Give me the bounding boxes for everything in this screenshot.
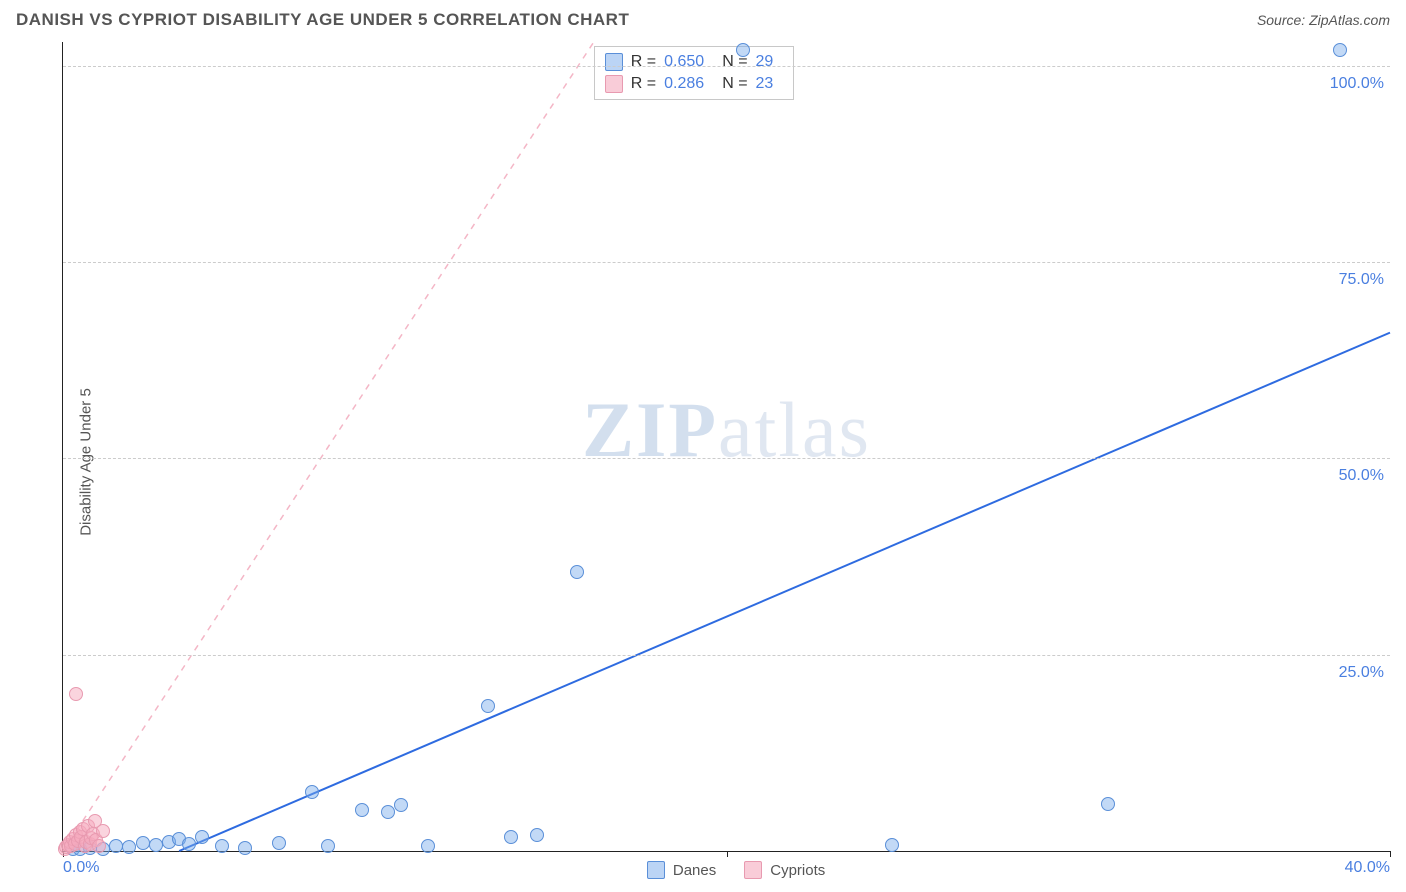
legend-swatch-cypriots: [744, 861, 762, 879]
data-point: [272, 836, 286, 850]
data-point: [136, 836, 150, 850]
chart-source: Source: ZipAtlas.com: [1257, 12, 1390, 28]
data-point: [321, 839, 335, 853]
data-point: [421, 839, 435, 853]
data-point: [570, 565, 584, 579]
legend-label-cypriots: Cypriots: [770, 862, 825, 879]
data-point: [92, 839, 106, 853]
y-tick-label: 75.0%: [1339, 271, 1384, 289]
trend-line: [63, 42, 594, 851]
data-point: [149, 838, 163, 852]
data-point: [305, 785, 319, 799]
stat-r-label: R =: [631, 53, 656, 71]
x-tick-mark: [1390, 851, 1391, 857]
data-point: [736, 43, 750, 57]
data-point: [394, 798, 408, 812]
data-point: [182, 837, 196, 851]
gridline: [63, 66, 1390, 67]
gridline: [63, 458, 1390, 459]
chart-header: DANISH VS CYPRIOT DISABILITY AGE UNDER 5…: [0, 0, 1406, 38]
legend-item-cypriots: Cypriots: [744, 861, 825, 879]
stat-r-cypriots: 0.286: [664, 75, 704, 93]
chart-title: DANISH VS CYPRIOT DISABILITY AGE UNDER 5…: [16, 10, 629, 30]
chart-container: Disability Age Under 5 ZIPatlas R = 0.65…: [16, 42, 1390, 882]
legend: Danes Cypriots: [647, 861, 825, 879]
stat-n-label: N =: [722, 75, 747, 93]
stat-n-cypriots: 23: [756, 75, 774, 93]
trend-lines: [63, 42, 1390, 851]
data-point: [381, 805, 395, 819]
y-tick-label: 100.0%: [1330, 75, 1384, 93]
stat-n-danes: 29: [756, 53, 774, 71]
data-point: [885, 838, 899, 852]
data-point: [1101, 797, 1115, 811]
data-point: [530, 828, 544, 842]
data-point: [109, 839, 123, 853]
data-point: [481, 699, 495, 713]
data-point: [122, 840, 136, 854]
data-point: [355, 803, 369, 817]
y-tick-label: 50.0%: [1339, 467, 1384, 485]
stat-r-label: R =: [631, 75, 656, 93]
data-point: [195, 830, 209, 844]
data-point: [215, 839, 229, 853]
y-tick-label: 25.0%: [1339, 664, 1384, 682]
swatch-cypriots: [605, 75, 623, 93]
data-point: [504, 830, 518, 844]
data-point: [96, 824, 110, 838]
gridline: [63, 262, 1390, 263]
legend-item-danes: Danes: [647, 861, 716, 879]
x-tick-mark: [727, 851, 728, 857]
data-point: [1333, 43, 1347, 57]
trend-line: [179, 333, 1390, 851]
gridline: [63, 655, 1390, 656]
stat-r-danes: 0.650: [664, 53, 704, 71]
plot-area: ZIPatlas R = 0.650 N = 29 R = 0.286 N = …: [62, 42, 1390, 852]
data-point: [69, 687, 83, 701]
x-tick-label: 0.0%: [63, 859, 99, 877]
legend-label-danes: Danes: [673, 862, 716, 879]
stats-row-cypriots: R = 0.286 N = 23: [605, 73, 784, 95]
legend-swatch-danes: [647, 861, 665, 879]
swatch-danes: [605, 53, 623, 71]
data-point: [238, 841, 252, 855]
stats-box: R = 0.650 N = 29 R = 0.286 N = 23: [594, 46, 795, 100]
x-tick-label: 40.0%: [1345, 859, 1390, 877]
stats-row-danes: R = 0.650 N = 29: [605, 51, 784, 73]
